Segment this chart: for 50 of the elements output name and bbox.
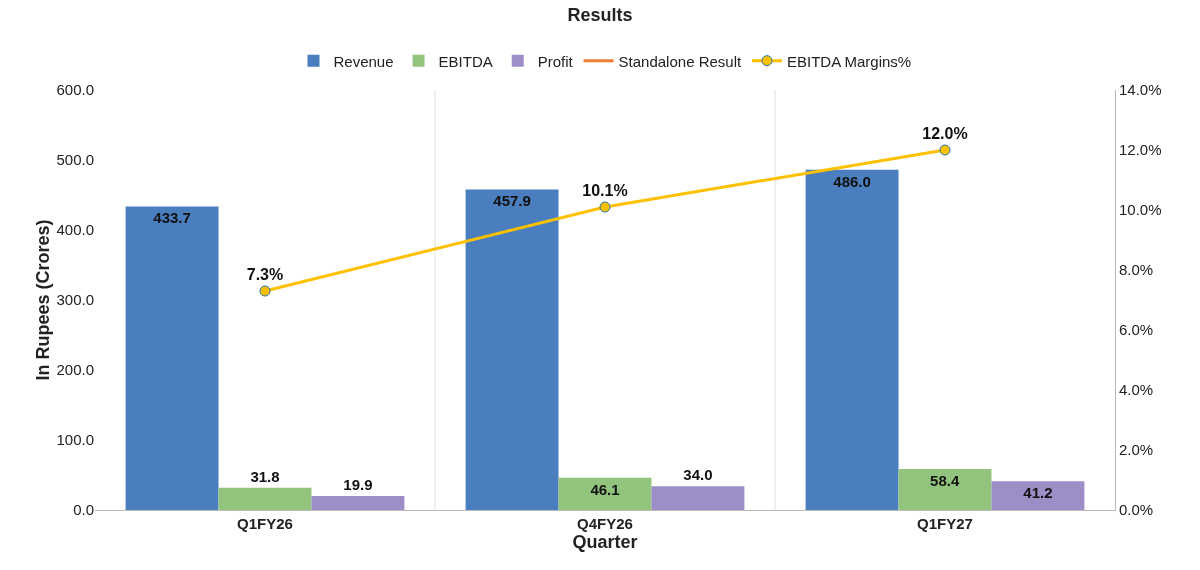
data-label: 7.3% — [246, 265, 284, 283]
bar — [218, 487, 312, 510]
data-label: 31.8 — [250, 467, 280, 485]
bar — [558, 477, 652, 510]
bar — [805, 169, 899, 510]
data-label: 41.2 — [1023, 484, 1053, 502]
bar — [311, 496, 405, 510]
legend-label: EBITDA — [438, 52, 493, 70]
data-label: 58.4 — [930, 472, 960, 490]
legend-label: Standalone Result — [618, 52, 742, 70]
y2-tick-label: 2.0% — [1119, 441, 1154, 459]
x-tick-label: Q1FY26 — [237, 515, 293, 532]
data-label: 433.7 — [153, 209, 191, 227]
y-tick-label: 0.0 — [73, 501, 94, 519]
bar — [465, 189, 559, 510]
y-axis-title: In Rupees (Crores) — [33, 219, 53, 381]
data-label: 10.1% — [582, 181, 628, 199]
point — [259, 285, 271, 297]
y-tick-label: 200.0 — [56, 361, 94, 379]
y2-tick-label: 4.0% — [1119, 381, 1154, 399]
point — [939, 144, 951, 156]
legend-label: Profit — [537, 52, 574, 70]
legend-label: EBITDA Margins% — [786, 52, 912, 70]
y-tick-label: 400.0 — [56, 221, 94, 239]
y2-tick-label: 8.0% — [1119, 261, 1154, 279]
bar — [651, 486, 745, 510]
data-label: 34.0 — [683, 466, 713, 484]
data-label: 486.0 — [833, 172, 871, 190]
y2-tick-label: 6.0% — [1119, 321, 1154, 339]
y-tick-label: 100.0 — [56, 431, 94, 449]
y-tick-label: 600.0 — [56, 81, 94, 99]
bar — [991, 481, 1085, 510]
x-tick-label: Q4FY26 — [577, 515, 633, 532]
y2-tick-label: 12.0% — [1119, 141, 1162, 159]
y2-tick-label: 10.0% — [1119, 201, 1162, 219]
data-label: 46.1 — [590, 480, 620, 498]
y2-tick-label: 14.0% — [1119, 81, 1162, 99]
legend-label: Revenue — [333, 52, 394, 70]
point — [599, 201, 611, 213]
x-axis-title: Quarter — [572, 532, 638, 553]
y2-tick-label: 0.0% — [1119, 501, 1154, 519]
data-label: 19.9 — [343, 476, 373, 494]
bar — [898, 469, 992, 510]
y-tick-label: 300.0 — [56, 291, 94, 309]
data-label: 457.9 — [493, 192, 531, 210]
chart-title: Results — [567, 5, 633, 26]
data-label: 12.0% — [922, 124, 968, 142]
y-tick-label: 500.0 — [56, 151, 94, 169]
x-tick-label: Q1FY27 — [917, 515, 973, 532]
bar — [125, 206, 219, 510]
